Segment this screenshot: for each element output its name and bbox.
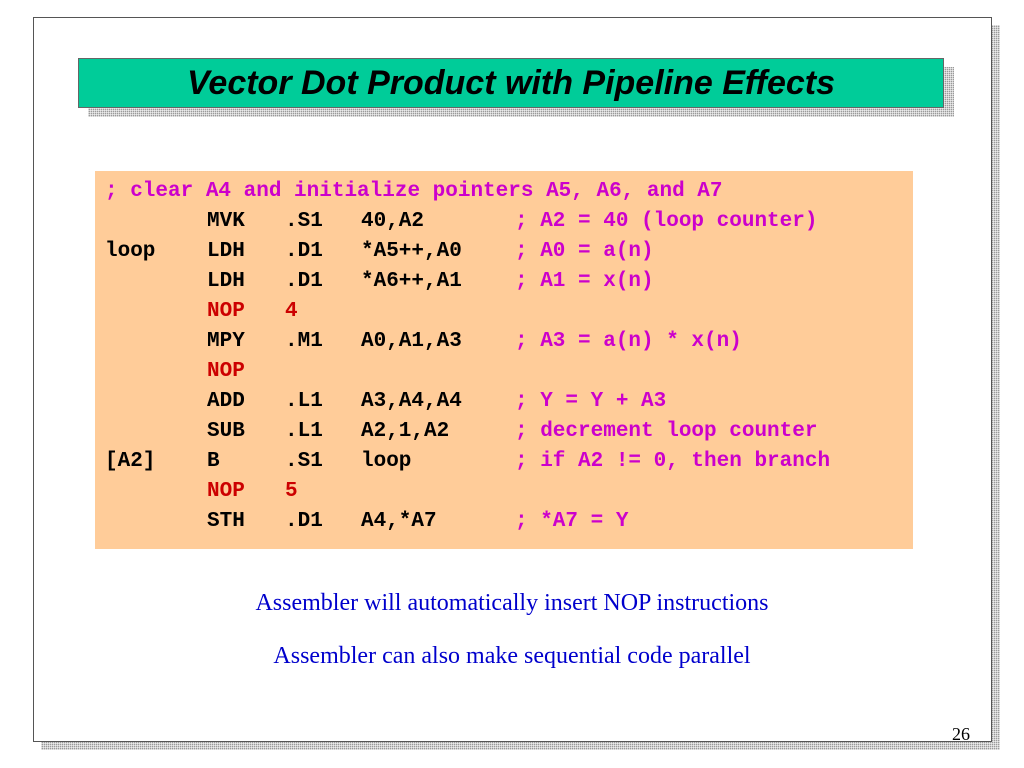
code-operands: A3,A4,A4	[361, 390, 462, 413]
code-label: loop	[105, 240, 156, 263]
code-opcode: B	[207, 450, 220, 473]
code-comment: ; decrement loop counter	[515, 420, 818, 443]
code-unit: .D1	[285, 510, 323, 533]
code-line-nop: NOP	[95, 357, 913, 387]
note-parallel: Assembler can also make sequential code …	[273, 643, 751, 669]
code-comment: ; if A2 != 0, then branch	[515, 450, 831, 473]
code-unit: .M1	[285, 330, 323, 353]
code-opcode: MPY	[207, 330, 245, 353]
code-unit: .D1	[285, 270, 323, 293]
code-comment: ; A2 = 40 (loop counter)	[515, 210, 818, 233]
code-opcode: STH	[207, 510, 245, 533]
code-operands: A2,1,A2	[361, 420, 450, 443]
code-line: MPY .M1 A0,A1,A3 ; A3 = a(n) * x(n)	[95, 327, 913, 357]
code-operands: 40,A2	[361, 210, 425, 233]
code-opcode-nop: NOP	[207, 480, 245, 503]
code-nop-count: 5	[285, 480, 298, 503]
code-comment: ; *A7 = Y	[515, 510, 629, 533]
code-unit: .D1	[285, 240, 323, 263]
code-nop-count: 4	[285, 300, 298, 323]
code-operands: *A5++,A0	[361, 240, 462, 263]
note-auto-nop: Assembler will automatically insert NOP …	[255, 590, 769, 616]
code-comment: ; Y = Y + A3	[515, 390, 667, 413]
code-opcode: ADD	[207, 390, 245, 413]
code-header-comment: ; clear A4 and initialize pointers A5, A…	[105, 180, 723, 203]
page-number: 26	[952, 724, 970, 744]
code-label: [A2]	[105, 450, 156, 473]
code-unit: .L1	[285, 420, 323, 443]
code-operands: *A6++,A1	[361, 270, 462, 293]
code-comment: ; A1 = x(n)	[515, 270, 654, 293]
code-comment: ; A0 = a(n)	[515, 240, 654, 263]
code-opcode-nop: NOP	[207, 300, 245, 323]
code-line: STH .D1 A4,*A7 ; *A7 = Y	[95, 507, 913, 537]
code-header-line: ; clear A4 and initialize pointers A5, A…	[95, 177, 913, 207]
slide-title: Vector Dot Product with Pipeline Effects	[187, 63, 835, 102]
code-opcode: MVK	[207, 210, 245, 233]
title-banner: Vector Dot Product with Pipeline Effects	[78, 58, 944, 108]
code-line-nop: NOP 4	[95, 297, 913, 327]
code-comment: ; A3 = a(n) * x(n)	[515, 330, 742, 353]
code-opcode: LDH	[207, 270, 245, 293]
code-opcode: SUB	[207, 420, 245, 443]
code-line: LDH .D1 *A6++,A1 ; A1 = x(n)	[95, 267, 913, 297]
code-line: MVK .S1 40,A2 ; A2 = 40 (loop counter)	[95, 207, 913, 237]
code-unit: .S1	[285, 210, 323, 233]
code-operands: A4,*A7	[361, 510, 437, 533]
code-line: loop LDH .D1 *A5++,A0 ; A0 = a(n)	[95, 237, 913, 267]
code-unit: .S1	[285, 450, 323, 473]
code-opcode: LDH	[207, 240, 245, 263]
code-operands: loop	[361, 450, 412, 473]
code-listing: ; clear A4 and initialize pointers A5, A…	[95, 171, 913, 549]
code-opcode-nop: NOP	[207, 360, 245, 383]
code-line: ADD .L1 A3,A4,A4 ; Y = Y + A3	[95, 387, 913, 417]
code-unit: .L1	[285, 390, 323, 413]
code-line: [A2] B .S1 loop ; if A2 != 0, then branc…	[95, 447, 913, 477]
code-line: SUB .L1 A2,1,A2 ; decrement loop counter	[95, 417, 913, 447]
code-line-nop: NOP 5	[95, 477, 913, 507]
code-operands: A0,A1,A3	[361, 330, 462, 353]
